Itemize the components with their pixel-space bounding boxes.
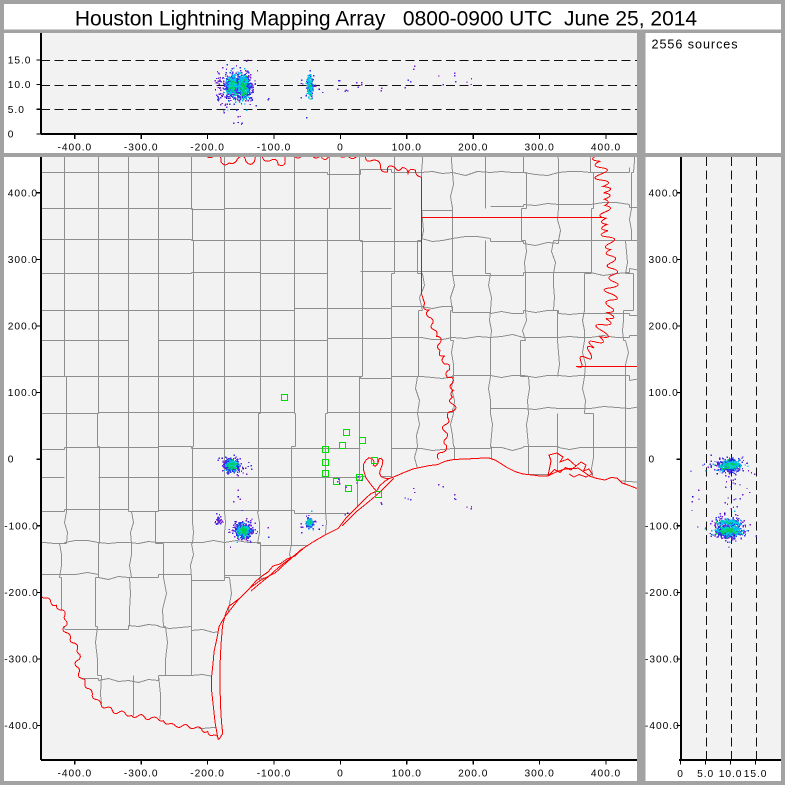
svg-text:0: 0 [8,455,15,466]
svg-text:15.0: 15.0 [8,55,32,66]
svg-text:200.0: 200.0 [8,322,38,333]
svg-text:-100.0: -100.0 [257,769,292,780]
svg-text:0: 0 [677,769,684,780]
svg-text:100.0: 100.0 [392,143,422,154]
svg-text:-400.0: -400.0 [645,721,680,732]
svg-text:0: 0 [649,455,656,466]
svg-text:300.0: 300.0 [649,255,679,266]
svg-text:-200.0: -200.0 [190,143,225,154]
svg-text:400.0: 400.0 [591,769,621,780]
svg-text:5.0: 5.0 [8,105,25,116]
svg-text:200.0: 200.0 [458,143,488,154]
svg-text:200.0: 200.0 [458,769,488,780]
svg-text:-300.0: -300.0 [645,655,680,666]
svg-text:-400.0: -400.0 [58,769,93,780]
svg-text:Houston Lightning Mapping Arra: Houston Lightning Mapping Array 0800-090… [75,8,698,31]
svg-text:-100.0: -100.0 [257,143,292,154]
svg-text:0: 0 [8,130,15,141]
svg-text:0: 0 [337,143,344,154]
svg-text:15.0: 15.0 [744,769,768,780]
svg-text:5.0: 5.0 [697,769,714,780]
svg-text:10.0: 10.0 [719,769,743,780]
svg-text:2556 sources: 2556 sources [652,38,739,52]
svg-text:400.0: 400.0 [8,188,38,199]
svg-text:-400.0: -400.0 [58,143,93,154]
svg-text:-100.0: -100.0 [645,521,680,532]
svg-text:300.0: 300.0 [524,143,554,154]
svg-text:0: 0 [337,769,344,780]
svg-text:400.0: 400.0 [591,143,621,154]
svg-text:-300.0: -300.0 [124,143,159,154]
svg-text:400.0: 400.0 [649,188,679,199]
svg-text:300.0: 300.0 [524,769,554,780]
svg-text:100.0: 100.0 [8,388,38,399]
svg-text:-300.0: -300.0 [124,769,159,780]
svg-text:-400.0: -400.0 [4,721,39,732]
svg-text:-100.0: -100.0 [4,521,39,532]
svg-text:-200.0: -200.0 [190,769,225,780]
svg-text:200.0: 200.0 [649,322,679,333]
svg-text:-200.0: -200.0 [645,588,680,599]
svg-text:-300.0: -300.0 [4,655,39,666]
svg-text:100.0: 100.0 [392,769,422,780]
svg-text:300.0: 300.0 [8,255,38,266]
svg-text:10.0: 10.0 [8,80,32,91]
svg-text:-200.0: -200.0 [4,588,39,599]
svg-text:100.0: 100.0 [649,388,679,399]
